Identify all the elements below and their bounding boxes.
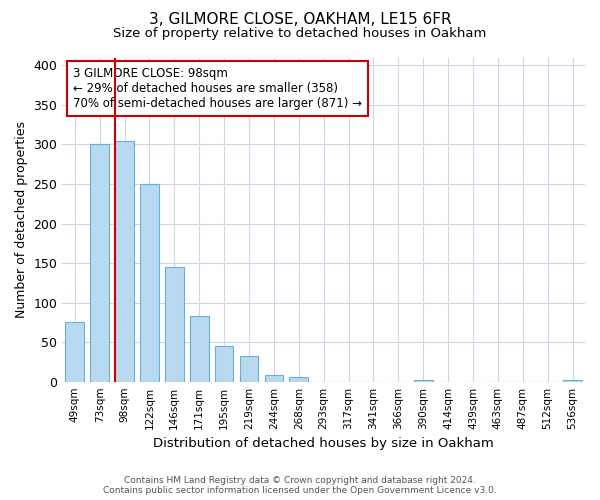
Bar bbox=[239, 356, 259, 382]
Bar bbox=[289, 377, 308, 382]
Bar bbox=[190, 316, 209, 382]
Y-axis label: Number of detached properties: Number of detached properties bbox=[15, 121, 28, 318]
Bar bbox=[215, 346, 233, 382]
X-axis label: Distribution of detached houses by size in Oakham: Distribution of detached houses by size … bbox=[153, 437, 494, 450]
Bar bbox=[265, 376, 283, 382]
Text: 3 GILMORE CLOSE: 98sqm
← 29% of detached houses are smaller (358)
70% of semi-de: 3 GILMORE CLOSE: 98sqm ← 29% of detached… bbox=[73, 67, 362, 110]
Bar bbox=[115, 140, 134, 382]
Text: Size of property relative to detached houses in Oakham: Size of property relative to detached ho… bbox=[113, 28, 487, 40]
Bar bbox=[165, 267, 184, 382]
Bar bbox=[90, 144, 109, 382]
Bar bbox=[414, 380, 433, 382]
Text: 3, GILMORE CLOSE, OAKHAM, LE15 6FR: 3, GILMORE CLOSE, OAKHAM, LE15 6FR bbox=[149, 12, 451, 28]
Bar bbox=[65, 322, 84, 382]
Bar bbox=[563, 380, 582, 382]
Text: Contains HM Land Registry data © Crown copyright and database right 2024.
Contai: Contains HM Land Registry data © Crown c… bbox=[103, 476, 497, 495]
Bar bbox=[140, 184, 159, 382]
